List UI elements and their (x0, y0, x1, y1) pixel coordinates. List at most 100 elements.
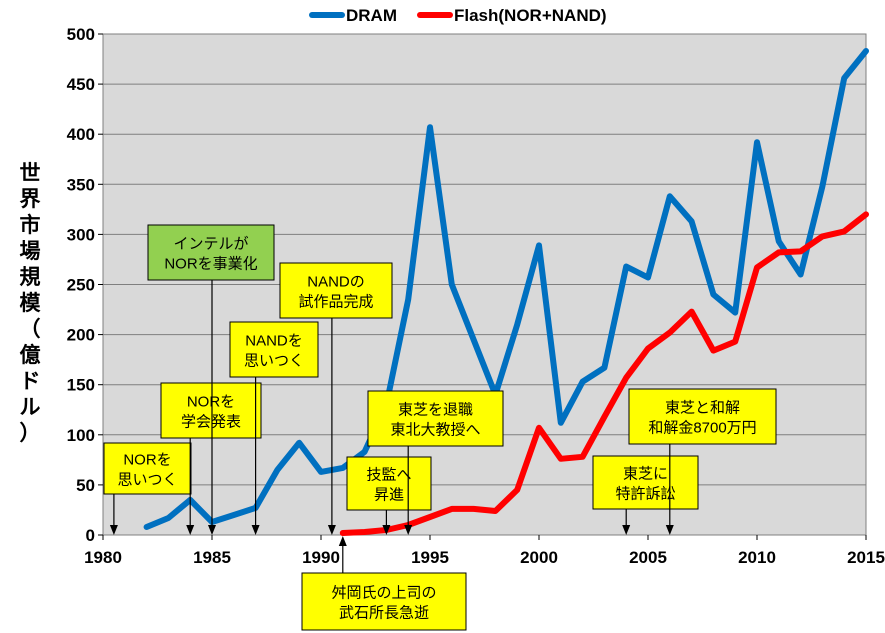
data-point (537, 243, 541, 247)
annotation-text: 思いつく (117, 472, 177, 489)
x-tick-label: 2010 (738, 548, 776, 567)
annotation-text: 東芝を退職 (398, 402, 473, 419)
data-point (755, 265, 759, 269)
data-point (145, 525, 149, 529)
data-point (820, 234, 824, 238)
y-axis-label-char: 世 (20, 162, 41, 185)
annotation-text: 思いつく (244, 353, 304, 370)
y-tick-label: 300 (67, 225, 95, 244)
data-point (428, 515, 432, 519)
x-tick-label: 1990 (302, 548, 340, 567)
y-axis-label-char: ） (20, 421, 41, 445)
annotation-arrowhead (109, 525, 118, 535)
data-point (864, 212, 868, 216)
y-tick-label: 50 (76, 476, 95, 495)
annotation-2: インテルが NORを事業化 (147, 224, 275, 535)
data-point (363, 450, 367, 454)
data-point (842, 76, 846, 80)
legend-label-flash: Flash(NOR+NAND) (454, 6, 607, 25)
data-point (711, 293, 715, 297)
data-point (842, 229, 846, 233)
data-point (581, 455, 585, 459)
annotation-text: インテルが (173, 236, 248, 253)
data-point (646, 347, 650, 351)
y-tick-label: 100 (67, 426, 95, 445)
data-point (166, 516, 170, 520)
y-tick-label: 500 (67, 25, 95, 44)
x-axis-ticks: 1980 1985 1990 1995 2000 2005 2010 2015 (84, 535, 885, 567)
data-point (363, 530, 367, 534)
legend-label-dram: DRAM (346, 6, 397, 25)
annotation-arrowhead (338, 536, 347, 546)
data-point (428, 125, 432, 129)
data-point (733, 311, 737, 315)
data-point (341, 531, 345, 535)
annotation-text: 東芝と和解 (665, 400, 740, 417)
y-axis-label-char: 場 (20, 240, 41, 263)
data-point (559, 457, 563, 461)
annotation-box (103, 442, 192, 495)
annotations: NORを思いつくNORを学会発表インテルがNORを事業化NANDを思いつくNAN… (103, 224, 777, 631)
annotation-text: 技監へ (366, 467, 411, 484)
y-tick-label: 350 (67, 175, 95, 194)
data-point (232, 513, 236, 517)
data-point (690, 310, 694, 314)
annotation-box (160, 382, 262, 439)
data-point (341, 466, 345, 470)
annotation-text: 東北大教授へ (390, 422, 480, 439)
annotation-text: 試作品完成 (298, 294, 373, 311)
y-tick-label: 450 (67, 75, 95, 94)
legend: DRAM Flash(NOR+NAND) (309, 6, 607, 25)
data-point (864, 49, 868, 53)
annotation-box (346, 456, 432, 511)
data-point (777, 239, 781, 243)
y-axis-label-char: ド (20, 370, 41, 393)
annotation-text: NANDを (245, 333, 303, 350)
data-point (450, 507, 454, 511)
data-point (559, 421, 563, 425)
annotation-text: NORを事業化 (164, 256, 257, 273)
data-point (406, 298, 410, 302)
y-axis-label-char: 模 (20, 291, 42, 315)
data-point (319, 470, 323, 474)
y-tick-label: 150 (67, 376, 95, 395)
data-point (450, 283, 454, 286)
y-axis-label-char: 市 (20, 213, 41, 237)
annotation-arrowhead (208, 525, 216, 535)
annotation-arrowhead (404, 525, 413, 535)
y-axis-label-char: 億 (20, 343, 41, 367)
y-axis-label-char: （ (20, 317, 41, 341)
annotation-text: 和解金8700万円 (648, 420, 756, 437)
data-point (472, 507, 476, 511)
data-point (581, 380, 585, 384)
annotation-arrowhead (382, 525, 391, 535)
y-tick-label: 0 (86, 526, 95, 545)
y-axis-ticks: 0 50 100 150 200 250 300 350 400 450 500 (67, 25, 103, 545)
data-point (668, 331, 672, 335)
annotation-arrowhead (186, 525, 195, 535)
series-line-dram (143, 48, 869, 530)
x-tick-label: 1985 (193, 548, 231, 567)
x-tick-label: 2005 (629, 548, 667, 567)
annotation-box (628, 388, 777, 445)
data-point (493, 509, 497, 513)
y-axis-label-char: 界 (20, 188, 41, 211)
y-axis-label: 世界市場規模（億ドル） (20, 162, 42, 445)
data-point (472, 338, 476, 342)
x-tick-label: 1980 (84, 548, 122, 567)
data-point (711, 349, 715, 353)
data-point (624, 376, 628, 380)
data-point (537, 426, 541, 430)
annotation-box (367, 390, 504, 447)
y-axis-label-char: 規 (20, 266, 41, 289)
annotation-text: 特許訴訟 (615, 486, 675, 503)
annotation-box (147, 224, 275, 281)
annotation-text: 東芝に (623, 466, 668, 483)
data-point (777, 250, 781, 254)
